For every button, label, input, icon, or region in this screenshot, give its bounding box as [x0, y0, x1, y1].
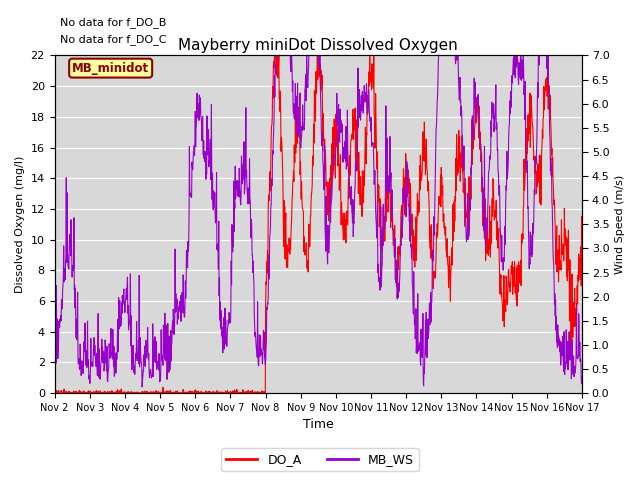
Y-axis label: Wind Speed (m/s): Wind Speed (m/s): [615, 175, 625, 274]
DO_A: [470, 127, 477, 132]
DO_A: [51, 388, 58, 394]
MB_WS: [272, 53, 280, 59]
DO_A: [516, 266, 524, 272]
MB_WS: [516, 73, 524, 79]
MB_WS: [51, 366, 58, 372]
MB_WS: [168, 324, 176, 330]
DO_A: [168, 390, 176, 396]
X-axis label: Time: Time: [303, 419, 333, 432]
MB_WS: [401, 195, 408, 201]
Legend: DO_A, MB_WS: DO_A, MB_WS: [221, 448, 419, 471]
Y-axis label: Dissolved Oxygen (mg/l): Dissolved Oxygen (mg/l): [15, 156, 25, 293]
Text: No data for f_DO_B: No data for f_DO_B: [60, 18, 166, 28]
Line: DO_A: DO_A: [54, 56, 582, 393]
Text: No data for f_DO_C: No data for f_DO_C: [60, 35, 166, 45]
MB_WS: [227, 258, 235, 264]
MB_WS: [470, 132, 477, 137]
DO_A: [401, 175, 408, 181]
DO_A: [578, 240, 586, 246]
MB_WS: [156, 362, 163, 368]
DO_A: [271, 53, 278, 59]
DO_A: [116, 390, 124, 396]
Line: MB_WS: MB_WS: [54, 56, 582, 387]
DO_A: [156, 390, 163, 396]
Title: Mayberry miniDot Dissolved Oxygen: Mayberry miniDot Dissolved Oxygen: [179, 38, 458, 53]
DO_A: [227, 389, 235, 395]
MB_WS: [578, 374, 586, 380]
MB_WS: [138, 384, 146, 390]
Text: MB_minidot: MB_minidot: [72, 61, 149, 74]
